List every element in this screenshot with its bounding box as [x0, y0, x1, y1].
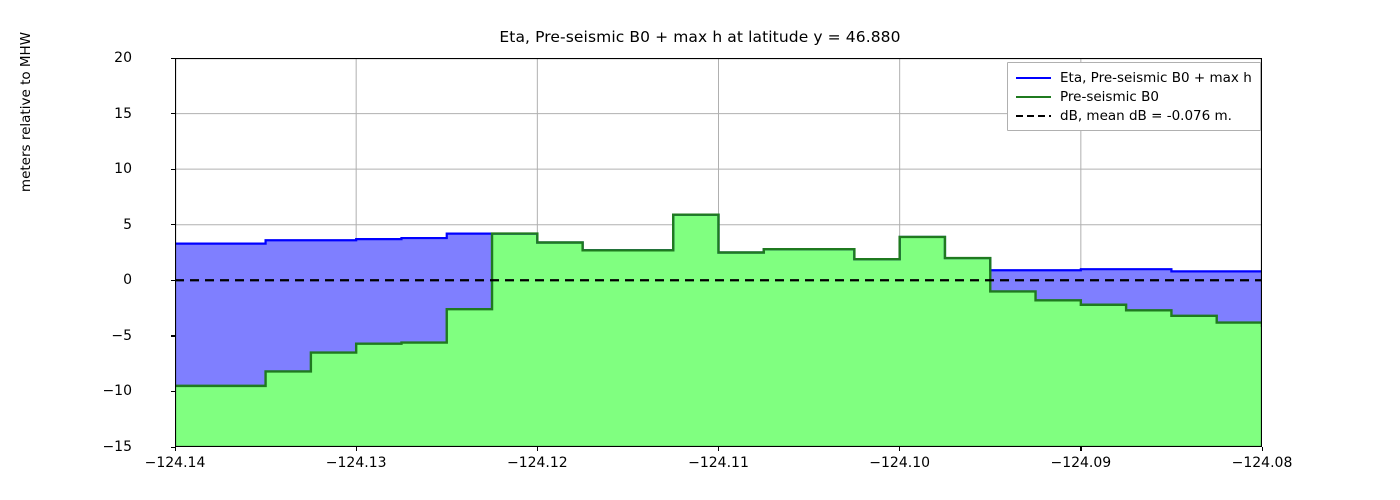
y-tick-label: −10 — [102, 383, 132, 400]
x-tick-label: −124.11 — [688, 455, 749, 471]
y-tick-label: 5 — [123, 216, 132, 233]
y-tick-label: −15 — [102, 439, 132, 455]
y-tick-mark — [171, 335, 175, 337]
y-tick-label: 0 — [123, 272, 132, 289]
plot-area — [175, 58, 1262, 447]
x-tick-mark — [718, 447, 720, 451]
x-tick-mark — [1261, 447, 1263, 451]
y-tick-label: 20 — [114, 50, 132, 66]
legend-line-swatch-b0 — [1015, 91, 1052, 103]
y-tick-label: 15 — [114, 105, 132, 122]
legend-label-b0: Pre-seismic B0 — [1060, 88, 1159, 105]
series-lines — [175, 213, 1262, 388]
y-tick-mark — [171, 446, 175, 448]
x-tick-label: −124.09 — [1050, 455, 1112, 471]
x-tick-label: −124.10 — [869, 455, 931, 471]
chart-title: Eta, Pre-seismic B0 + max h at latitude … — [499, 28, 901, 46]
x-tick-mark — [536, 447, 539, 451]
y-tick-mark — [171, 390, 175, 393]
x-tick-mark — [899, 447, 901, 451]
y-tick-mark — [171, 224, 175, 226]
y-tick-mark — [171, 113, 175, 115]
y-tick-mark — [171, 57, 175, 59]
x-tick-mark — [1080, 447, 1082, 451]
legend-line-swatch-db — [1015, 110, 1052, 122]
legend-label-db: dB, mean dB = -0.076 m. — [1060, 107, 1232, 124]
x-tick-label: −124.13 — [325, 455, 387, 471]
plot-svg — [175, 58, 1262, 447]
legend-line-swatch-eta — [1015, 72, 1052, 84]
x-tick-mark — [355, 447, 357, 451]
plot-border — [175, 58, 1262, 447]
y-tick-mark — [171, 168, 175, 170]
x-tick-label: −124.14 — [144, 455, 206, 471]
y-tick-label: 10 — [114, 161, 132, 178]
y-tick-mark — [171, 279, 175, 281]
y-tick-label: −5 — [111, 327, 132, 344]
x-tick-label: −124.12 — [506, 455, 568, 471]
x-tick-mark — [174, 447, 176, 451]
legend-item-b0: Pre-seismic B0 — [1015, 87, 1252, 106]
legend-item-db: dB, mean dB = -0.076 m. — [1015, 106, 1252, 125]
chart-legend: Eta, Pre-seismic B0 + max h Pre-seismic … — [1007, 62, 1261, 131]
legend-item-eta: Eta, Pre-seismic B0 + max h — [1015, 68, 1252, 87]
legend-label-eta: Eta, Pre-seismic B0 + max h — [1060, 69, 1252, 86]
x-tick-label: −124.08 — [1231, 455, 1293, 471]
